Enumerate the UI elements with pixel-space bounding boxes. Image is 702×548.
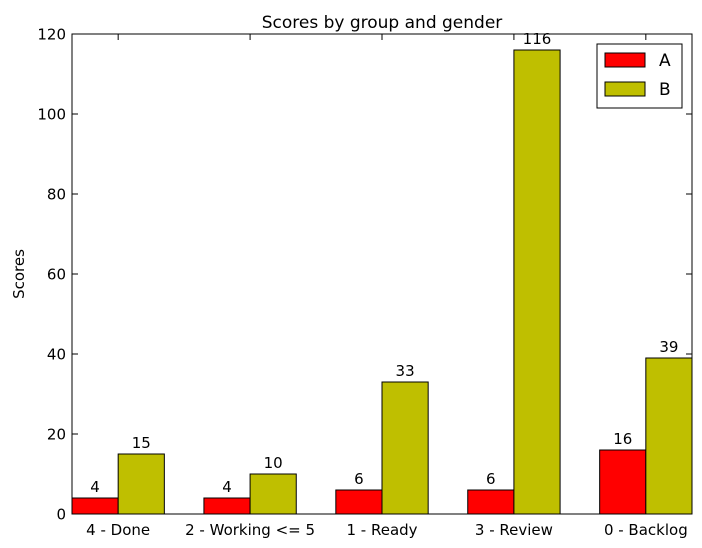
plot-area-frame — [71, 33, 693, 515]
bar-a — [203, 497, 251, 515]
x-tick-label: 1 - Ready — [346, 521, 417, 539]
data-label: 6 — [354, 470, 364, 488]
bar-b — [381, 381, 429, 515]
legend-swatch-a — [604, 52, 646, 68]
legend-swatch-b — [604, 81, 646, 97]
data-label: 6 — [486, 470, 496, 488]
data-label: 15 — [132, 434, 151, 452]
y-tick-label: 40 — [47, 346, 66, 364]
x-tick-label: 3 - Review — [475, 521, 553, 539]
bar-a — [599, 449, 647, 515]
data-label: 116 — [523, 30, 552, 48]
legend: AB — [596, 43, 683, 109]
bar-a — [71, 497, 119, 515]
data-label: 16 — [613, 430, 632, 448]
chart-title: Scores by group and gender — [262, 13, 503, 33]
x-tick-label: 0 - Backlog — [604, 521, 688, 539]
bar-b — [645, 357, 693, 515]
bar-a — [335, 489, 383, 515]
data-label: 39 — [659, 338, 678, 356]
x-tick-label: 4 - Done — [86, 521, 150, 539]
y-tick-label: 80 — [47, 186, 66, 204]
data-label: 10 — [264, 454, 283, 472]
y-tick-label: 20 — [47, 426, 66, 444]
bar-b — [117, 453, 165, 515]
y-tick-label: 0 — [56, 506, 66, 524]
legend-label: A — [659, 51, 671, 71]
axis-ticks: 0 20 40 60 80 100 120 4 - Done 2 - Working <= 5 1… — [37, 26, 692, 539]
y-tick-label: 60 — [47, 266, 66, 284]
y-tick-label: 120 — [37, 26, 66, 44]
data-label: 4 — [222, 478, 232, 496]
bar-b — [513, 49, 561, 515]
data-label: 4 — [90, 478, 100, 496]
y-tick-label: 100 — [37, 106, 66, 124]
data-label: 33 — [396, 362, 415, 380]
legend-label: B — [659, 80, 671, 100]
bars — [71, 49, 693, 515]
y-axis-label: Scores — [10, 249, 28, 299]
bar-b — [249, 473, 297, 515]
bar-a — [467, 489, 515, 515]
x-tick-label: 2 - Working <= 5 — [185, 521, 315, 539]
